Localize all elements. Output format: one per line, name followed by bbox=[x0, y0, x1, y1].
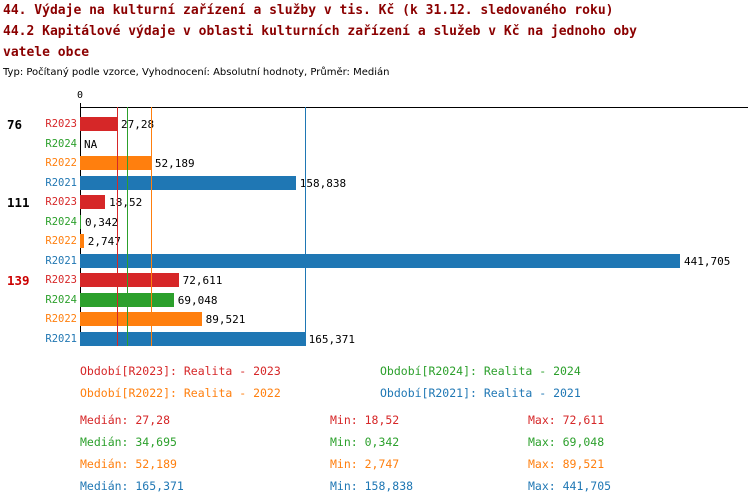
bar-value-label: 165,371 bbox=[308, 332, 355, 346]
bar-value-label: 2,747 bbox=[87, 235, 121, 248]
group-label: 76 bbox=[7, 117, 23, 132]
series-row-label: R2024 bbox=[45, 137, 77, 150]
series-row-label: R2021 bbox=[45, 332, 77, 345]
bar-value-label: 72,611 bbox=[182, 274, 223, 287]
bar-r2021 bbox=[80, 175, 296, 190]
legend-item-r2024: Období[R2024]: Realita - 2024 bbox=[380, 364, 581, 378]
stat-median-r2023: Medián: 27,28 bbox=[80, 413, 171, 427]
bar-value-label: 0,342 bbox=[85, 215, 119, 229]
chart-title-line2: 44.2 Kapitálové výdaje v oblasti kulturn… bbox=[3, 24, 637, 39]
series-row-label: R2021 bbox=[45, 254, 77, 267]
bar-value-label: NA bbox=[84, 137, 98, 151]
chart-title-line3: vatele obce bbox=[3, 45, 90, 60]
stat-min-r2021: Min: 158,838 bbox=[330, 479, 414, 493]
series-row-label: R2023 bbox=[45, 274, 77, 286]
median-line-r2021 bbox=[305, 107, 306, 346]
series-row-label: R2024 bbox=[45, 215, 77, 228]
group-label: 139 bbox=[7, 273, 30, 288]
bar-value-label: 158,838 bbox=[299, 176, 347, 190]
bar-r2023 bbox=[80, 117, 118, 131]
stat-max-r2024: Max: 69,048 bbox=[528, 435, 605, 449]
stat-median-r2024: Medián: 34,695 bbox=[80, 435, 177, 449]
stat-max-r2022: Max: 89,521 bbox=[528, 457, 605, 471]
stat-max-r2023: Max: 72,611 bbox=[528, 413, 605, 427]
bar-r2023 bbox=[80, 273, 179, 287]
bar-r2024 bbox=[80, 292, 174, 307]
bar-r2022 bbox=[80, 156, 151, 170]
series-row-label: R2023 bbox=[45, 118, 77, 130]
bar-r2022 bbox=[80, 234, 84, 248]
zero-tick-label: 0 bbox=[76, 90, 84, 101]
stat-min-r2024: Min: 0,342 bbox=[330, 435, 400, 449]
stat-min-r2023: Min: 18,52 bbox=[330, 413, 400, 427]
stat-max-r2021: Max: 441,705 bbox=[528, 479, 612, 493]
series-row-label: R2022 bbox=[45, 235, 77, 247]
series-row-label: R2024 bbox=[45, 293, 77, 306]
bar-value-label: 441,705 bbox=[684, 254, 731, 268]
bar-r2021 bbox=[80, 253, 680, 268]
bar-value-label: 18,52 bbox=[109, 196, 143, 209]
zero-tick bbox=[80, 103, 81, 107]
legend-item-r2021: Období[R2021]: Realita - 2021 bbox=[380, 386, 581, 400]
stat-median-r2022: Medián: 52,189 bbox=[80, 457, 177, 471]
stat-median-r2021: Medián: 165,371 bbox=[80, 479, 184, 493]
series-row-label: R2022 bbox=[45, 157, 77, 169]
bar-value-label: 52,189 bbox=[154, 157, 195, 170]
group-label: 111 bbox=[7, 195, 30, 210]
bar-value-label: 69,048 bbox=[177, 293, 218, 307]
bar-value-label: 27,28 bbox=[121, 118, 155, 131]
series-row-label: R2021 bbox=[45, 176, 77, 189]
bar-r2024 bbox=[80, 214, 81, 229]
chart-title-line1: 44. Výdaje na kulturní zařízení a služby… bbox=[3, 3, 614, 18]
x-axis-line bbox=[80, 107, 748, 108]
series-row-label: R2022 bbox=[45, 313, 77, 325]
median-line-r2024 bbox=[127, 107, 128, 346]
legend-item-r2023: Období[R2023]: Realita - 2023 bbox=[80, 364, 281, 378]
bar-r2021 bbox=[80, 331, 305, 346]
bar-r2022 bbox=[80, 312, 202, 326]
median-line-r2023 bbox=[117, 107, 118, 346]
bar-value-label: 89,521 bbox=[205, 313, 246, 326]
stat-min-r2022: Min: 2,747 bbox=[330, 457, 400, 471]
series-row-label: R2023 bbox=[45, 196, 77, 208]
bar-r2023 bbox=[80, 195, 106, 209]
chart-meta: Typ: Počítaný podle vzorce, Vyhodnocení:… bbox=[3, 67, 390, 78]
legend-item-r2022: Období[R2022]: Realita - 2022 bbox=[80, 386, 281, 400]
median-line-r2022 bbox=[151, 107, 152, 346]
